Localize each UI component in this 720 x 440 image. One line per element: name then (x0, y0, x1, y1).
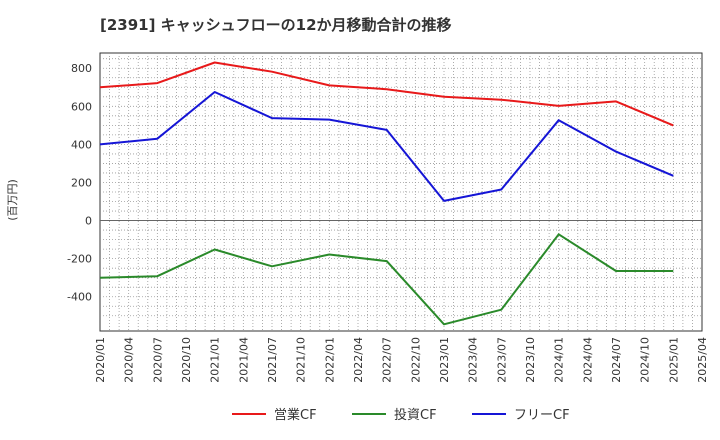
x-tick-label: 2023/04 (467, 337, 480, 383)
x-tick-label: 2023/10 (524, 337, 537, 383)
legend-label: フリーCF (514, 408, 570, 423)
x-tick-label: 2023/07 (495, 337, 508, 383)
x-tick-labels: 2020/01 2020/04 2020/07 2020/10 2021/01 2021/… (94, 337, 709, 383)
x-tick-label: 2020/10 (180, 337, 193, 383)
x-tick-label: 2022/10 (409, 337, 422, 383)
y-tick-label: 600 (71, 100, 92, 113)
grid (99, 52, 703, 332)
y-tick-label: 800 (71, 62, 92, 75)
y-tick-label: -200 (67, 253, 92, 266)
x-tick-label: 2021/07 (266, 337, 279, 383)
series-line-投資CF (99, 233, 674, 326)
x-tick-label: 2021/01 (209, 337, 222, 383)
y-tick-label: 0 (85, 215, 92, 228)
x-tick-label: 2025/04 (696, 337, 709, 383)
x-tick-label: 2021/10 (295, 337, 308, 383)
series-line-営業CF (99, 61, 674, 127)
y-tick-label: -400 (67, 291, 92, 304)
legend: 営業CF 投資CF フリーCF (232, 407, 570, 423)
x-tick-label: 2024/01 (553, 337, 566, 383)
series-lines (99, 61, 674, 326)
x-tick-label: 2024/07 (610, 337, 623, 383)
x-tick-label: 2022/04 (352, 337, 365, 383)
legend-label: 営業CF (274, 407, 317, 423)
series-line-フリーCF (99, 91, 674, 202)
x-tick-label: 2020/01 (94, 337, 107, 383)
x-tick-label: 2024/04 (581, 337, 594, 383)
chart-title: [2391] キャッシュフローの12か月移動合計の推移 (100, 16, 452, 34)
y-axis-label: (百万円) (6, 179, 19, 221)
legend-label: 投資CF (394, 407, 437, 423)
y-tick-label: 400 (71, 138, 92, 151)
x-tick-label: 2025/01 (667, 337, 680, 383)
y-tick-label: 200 (71, 176, 92, 189)
x-tick-label: 2022/01 (323, 337, 336, 383)
y-tick-labels: 800 600 400 200 0 -200 -400 (67, 62, 92, 303)
x-tick-label: 2022/07 (381, 337, 394, 383)
x-tick-label: 2023/01 (438, 337, 451, 383)
x-tick-label: 2024/10 (639, 337, 652, 383)
x-tick-label: 2020/07 (151, 337, 164, 383)
x-tick-label: 2020/04 (123, 337, 136, 383)
x-tick-label: 2021/04 (237, 337, 250, 383)
